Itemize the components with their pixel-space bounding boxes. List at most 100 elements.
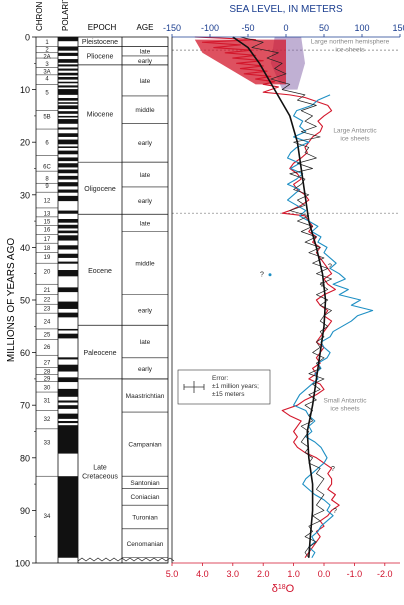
polarity-normal-block	[58, 287, 78, 293]
polarity-normal-block	[58, 195, 78, 202]
age-label: late	[140, 339, 151, 346]
age-label: early	[138, 366, 153, 373]
y-tick-label: 80	[20, 453, 30, 463]
error-label-line3: ±15 meters	[212, 391, 245, 398]
polarity-normal-block	[58, 425, 78, 454]
chron-label: 26	[44, 345, 51, 351]
chron-label: 34	[44, 514, 51, 520]
polarity-normal-block	[58, 37, 78, 42]
error-label-line2: ±1 million years;	[212, 383, 259, 390]
error-legend: Error: ±1 million years; ±15 meters	[177, 369, 271, 405]
bottom-tick-label: 2.0	[257, 569, 270, 579]
polarity-normal-block	[58, 301, 78, 309]
chron-label: 28	[44, 370, 51, 376]
polarity-normal-block	[58, 76, 78, 80]
age-label: Cenomanian	[127, 541, 164, 548]
bottom-tick-label: 1.0	[287, 569, 300, 579]
age-label: early	[138, 307, 153, 314]
bottom-tick-label: 0.0	[318, 569, 331, 579]
chron-label: 3A	[43, 70, 50, 76]
age-label: Santonian	[130, 480, 160, 487]
age-header: AGE	[137, 23, 154, 32]
polarity-normal-block	[58, 157, 78, 162]
bottom-tick-label: 3.0	[227, 569, 240, 579]
polarity-normal-block	[58, 81, 78, 84]
epoch-label: Late	[93, 464, 107, 471]
chron-label: 2	[45, 48, 49, 54]
series-line	[240, 36, 332, 558]
polarity-normal-block	[58, 175, 78, 180]
age-label: middle	[135, 261, 155, 268]
epoch-header: EPOCH	[88, 23, 117, 32]
age-label: late	[140, 172, 151, 179]
polarity-normal-block	[58, 377, 78, 383]
age-label: Turonian	[132, 514, 158, 521]
y-tick-label: 60	[20, 348, 30, 358]
northern-ice-label-line2: ice sheets	[335, 46, 365, 53]
polarity-normal-block	[58, 146, 78, 148]
epoch-label: Oligocene	[84, 186, 116, 193]
age-label: late	[140, 78, 151, 85]
polarity-normal-block	[58, 224, 78, 229]
polarity-normal-block	[58, 52, 78, 56]
age-label: early	[138, 198, 153, 205]
chron-label: 27	[44, 361, 51, 367]
isolated-data-point	[268, 273, 272, 277]
chron-label: 19	[44, 255, 51, 261]
polarity-normal-block	[58, 230, 78, 234]
uncertainty-question-mark: ?	[260, 271, 264, 278]
chron-label: 16	[44, 227, 51, 233]
y-tick-label: 50	[20, 296, 30, 306]
polarity-normal-block	[58, 210, 78, 214]
polarity-normal-block	[58, 89, 78, 95]
small-antarctic-label-line1: Small Antarctic	[324, 398, 368, 405]
northern-ice-label-line1: Large northern hemisphere	[311, 38, 390, 45]
age-label: early	[138, 140, 153, 147]
chron-label: 22	[44, 297, 51, 303]
age-label: middle	[135, 107, 155, 114]
chron-label: 5B	[43, 114, 50, 120]
chron-label: 18	[44, 246, 51, 252]
axes: 0 10 20 30 40 50 60 70 80 90 100 -150 -100 -50 0 50 100 1…	[15, 23, 404, 579]
small-antarctic-label-line2: ice sheets	[330, 406, 360, 413]
y-axis-label: MILLIONS OF YEARS AGO	[6, 238, 17, 363]
error-label-line1: Error:	[212, 375, 228, 382]
polarity-normal-block	[58, 111, 78, 114]
chron-label: 2A	[43, 54, 50, 60]
top-tick-label: -100	[201, 23, 219, 33]
y-tick-label: 0	[25, 33, 30, 43]
polarity-normal-block	[58, 405, 78, 409]
chron-label: 33	[44, 441, 51, 447]
top-tick-label: -150	[163, 23, 181, 33]
polarity-normal-block	[58, 245, 78, 250]
chron-label: 13	[44, 212, 51, 218]
series-line	[232, 36, 327, 558]
top-tick-label: 150	[392, 23, 404, 33]
age-label: Maastrichtian	[126, 393, 165, 400]
polarity-normal-block	[58, 364, 78, 372]
chron-label: 24	[44, 320, 51, 326]
column-break-wave	[77, 557, 175, 562]
polarity-normal-block	[58, 253, 78, 258]
polarity-normal-block	[58, 357, 78, 360]
polarity-normal-block	[58, 133, 78, 137]
polarity-normal-block	[58, 102, 78, 104]
y-tick-label: 30	[20, 190, 30, 200]
bottom-axis-label: δ18O	[272, 583, 295, 595]
chron-label: 15	[44, 220, 51, 226]
polarity-normal-block	[58, 68, 78, 71]
polarity-normal-block	[58, 189, 78, 193]
antarctic-ice-label-line2: ice sheets	[340, 136, 370, 143]
bottom-tick-label: 4.0	[196, 569, 209, 579]
chron-label: 23	[44, 306, 51, 312]
chron-label: 32	[44, 417, 51, 423]
polarity-normal-block	[58, 413, 78, 419]
bottom-tick-label: -2.0	[377, 569, 393, 579]
y-tick-label: 10	[20, 85, 30, 95]
epoch-label: Pleistocene	[82, 39, 118, 46]
polarity-normal-block	[58, 169, 78, 174]
polarity-normal-block	[58, 388, 78, 397]
chron-label: 3	[45, 62, 49, 68]
y-tick-label: 40	[20, 243, 30, 253]
